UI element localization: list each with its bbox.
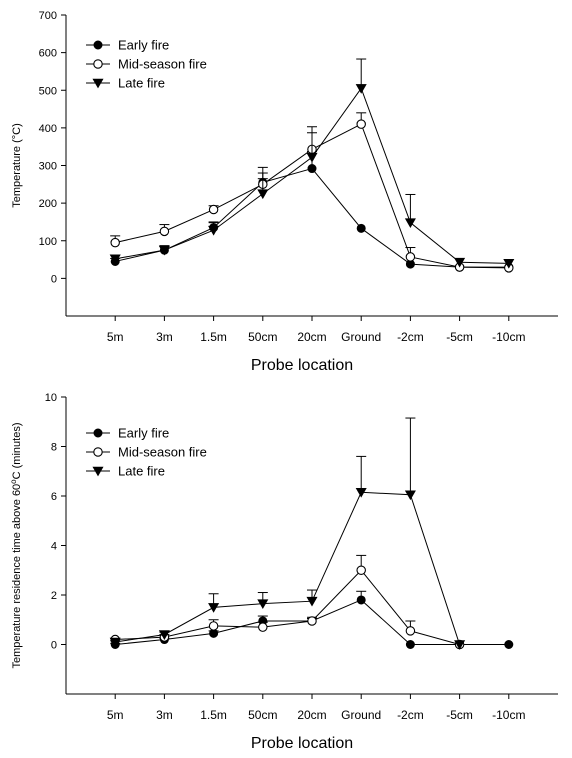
legend-label: Late fire (118, 76, 165, 91)
data-point (208, 204, 219, 215)
data-point (356, 565, 366, 575)
data-point (307, 616, 317, 626)
series-line (115, 167, 509, 268)
y-tick-label: 6 (51, 491, 57, 503)
x-tick-label: -10cm (492, 330, 525, 344)
y-tick-label: 400 (39, 123, 57, 135)
data-point (404, 218, 416, 229)
data-point (307, 164, 317, 174)
y-tick-label: 100 (39, 236, 57, 248)
y-tick-label: 600 (39, 48, 57, 60)
y-tick-label: 2 (51, 590, 57, 602)
data-point (208, 621, 219, 631)
legend-label: Late fire (118, 464, 165, 479)
y-tick-label: 0 (51, 640, 57, 652)
x-tick-label: 20cm (297, 330, 326, 344)
data-point (405, 640, 415, 649)
data-point (109, 637, 121, 648)
x-tick-label: 3m (156, 330, 173, 344)
legend-label: Mid-season fire (118, 445, 207, 460)
x-tick-label: -5cm (446, 330, 473, 344)
data-point (356, 223, 366, 233)
series-early-fire (110, 151, 514, 272)
x-tick-label: -10cm (492, 708, 525, 722)
y-tick-label: 200 (39, 198, 57, 210)
series-late-fire (109, 417, 466, 650)
data-point (306, 152, 318, 163)
data-point (405, 626, 416, 636)
x-tick-label: Ground (341, 708, 381, 722)
data-point (306, 596, 318, 607)
y-tick-label: 0 (51, 273, 57, 285)
data-point (404, 490, 416, 501)
x-tick-label: 3m (156, 708, 173, 722)
legend-label: Mid-season fire (118, 57, 207, 72)
data-point (503, 259, 515, 269)
x-axis-label: Probe location (251, 357, 353, 374)
x-tick-label: Ground (341, 330, 381, 344)
x-tick-label: 5m (107, 330, 124, 344)
data-point (158, 630, 170, 640)
x-tick-label: 1.5m (200, 708, 227, 722)
data-point (257, 599, 269, 610)
legend: Early fire Mid-season fire Late fire (86, 38, 207, 91)
data-point (405, 252, 416, 262)
data-point (257, 189, 269, 200)
x-tick-label: 1.5m (200, 330, 227, 344)
x-tick-label: -2cm (397, 708, 424, 722)
data-point (109, 254, 121, 265)
data-point (110, 237, 120, 248)
y-tick-label: 8 (51, 442, 57, 454)
data-point (356, 595, 366, 605)
legend-marker (93, 428, 103, 438)
y-tick-label: 10 (45, 392, 57, 404)
x-tick-label: -2cm (397, 330, 424, 344)
series-line (115, 491, 461, 645)
legend-marker (93, 447, 103, 457)
chart-panel-1: 0 100 200 300 400 500 600 700 5m 3m 1.5m 50cm 20cm Gr… (11, 10, 558, 374)
legend-label: Early fire (118, 426, 169, 441)
x-tick-label: 50cm (248, 330, 277, 344)
y-axis-label: Temperature residence time above 60oC (m… (9, 423, 23, 669)
series-late-fire (109, 58, 515, 269)
y-tick-label: 700 (39, 10, 57, 22)
data-point (158, 245, 170, 256)
y-tick-label: 500 (39, 85, 57, 97)
y-tick-label: 4 (51, 541, 57, 553)
data-point (355, 487, 367, 498)
x-tick-label: 50cm (248, 708, 277, 722)
legend-marker (93, 59, 103, 69)
data-point (504, 640, 514, 649)
series-line (115, 87, 509, 264)
data-point (258, 622, 268, 632)
y-tick-label: 300 (39, 161, 57, 173)
data-point (356, 119, 366, 129)
data-point (208, 603, 220, 613)
series-line (115, 569, 460, 645)
data-point (454, 257, 466, 268)
chart-panel-2: 0 2 4 6 8 10 5m 3m 1.5m 50cm 20cm Ground -2cm -5cm -10… (9, 392, 558, 752)
legend-label: Early fire (118, 38, 169, 53)
legend: Early fire Mid-season fire Late fire (86, 426, 207, 479)
x-tick-label: -5cm (446, 708, 473, 722)
legend-marker (92, 78, 104, 89)
data-point (159, 226, 170, 237)
data-point (208, 225, 220, 236)
legend-marker (92, 466, 104, 477)
data-point (355, 84, 367, 94)
y-axis-label: Temperature (°C) (11, 123, 23, 207)
legend-marker (93, 40, 103, 50)
x-axis-label: Probe location (251, 735, 353, 752)
x-tick-label: 20cm (297, 708, 326, 722)
data-point (454, 640, 466, 650)
x-tick-label: 5m (107, 708, 124, 722)
